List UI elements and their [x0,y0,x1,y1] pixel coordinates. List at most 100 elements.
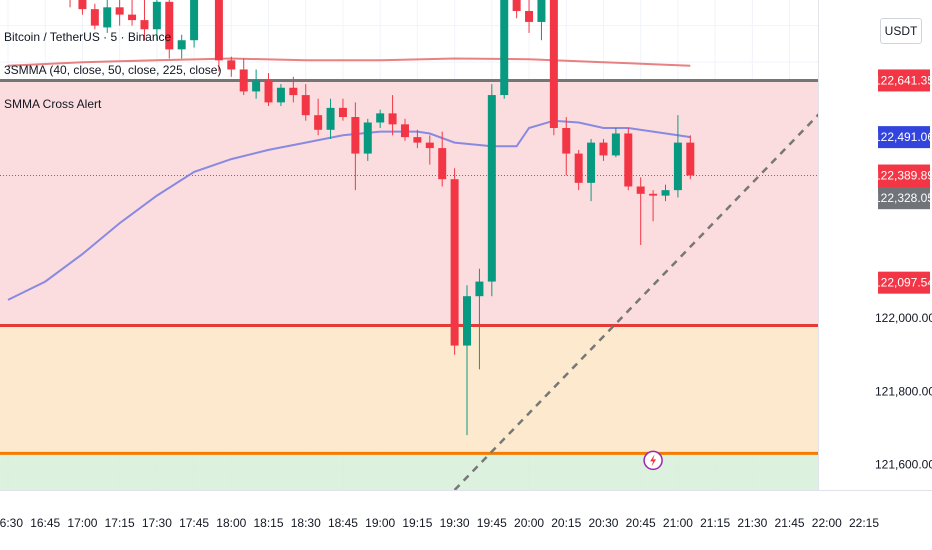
candle-body [587,142,596,183]
candle-body [425,142,434,149]
candle [450,168,459,355]
candle-body [537,0,546,22]
candle [252,69,261,99]
price-tag-label: 122,328.05 [874,191,932,205]
x-tick-label: 18:15 [254,516,284,530]
candle-body [276,87,285,103]
x-tick-label: 19:15 [402,516,432,530]
candle [128,0,137,26]
x-tick-label: 18:30 [291,516,321,530]
candle-body [177,40,186,50]
candle-body [152,1,161,30]
candle [115,0,124,26]
candle [78,0,87,15]
x-tick-label: 19:30 [440,516,470,530]
candle [400,118,409,141]
candle-body [376,113,385,123]
candle-body [450,179,459,346]
alert-lightning-icon [643,450,663,471]
smma-indicator-legend[interactable]: 3SMMA (40, close, 50, close, 225, close) [4,63,222,77]
candle-body [512,0,521,11]
x-tick-label: 20:00 [514,516,544,530]
candle-body [388,113,397,125]
trend-line [453,113,818,490]
candle-body [314,115,323,130]
candle-body [363,122,372,154]
plot-area [0,0,818,490]
candle-body [252,80,261,92]
y-tick-label: 121,800.00 [875,384,932,398]
candle-body [611,133,620,156]
candle-body [264,80,273,103]
price-tag-label: 122,641.35 [874,73,932,87]
candle-body [78,0,87,10]
candle [190,0,199,48]
candle-body [140,20,149,30]
candle [301,84,310,121]
x-tick-label: 20:15 [551,516,581,530]
candle-body [649,193,658,196]
x-tick-label: 20:30 [588,516,618,530]
x-tick-label: 21:45 [775,516,805,530]
symbol-title[interactable]: Bitcoin / TetherUS · 5 · Binance [4,30,172,44]
x-tick-label: 22:15 [849,516,879,530]
candle-body [326,107,335,130]
candle [636,177,645,245]
price-tag: 122,097.54 [874,271,932,294]
price-zone [0,80,818,326]
candle-body [549,0,558,128]
x-tick-label: 17:30 [142,516,172,530]
currency-unit-button[interactable]: USDT [880,18,922,44]
candle [611,127,620,158]
candle-body [338,107,347,118]
x-tick-label: 20:45 [626,516,656,530]
candle [177,34,186,59]
candle-body [227,60,236,70]
candle [562,117,571,176]
candle [152,0,161,41]
price-tag: 122,641.35 [874,69,932,92]
price-tag-bg [878,187,930,210]
candle [69,0,71,8]
candle [276,84,285,107]
candle [388,95,397,136]
candle-body [525,10,534,22]
candle [103,0,112,33]
candle [214,0,223,72]
x-tick-label: 17:45 [179,516,209,530]
candle-body [214,0,223,61]
candle-body [487,95,496,282]
price-tag-bg [878,271,930,294]
price-tag-bg [878,69,930,92]
candle [661,184,670,202]
candle [624,127,633,191]
candle [599,138,608,161]
candle-body [562,127,571,154]
candle [90,3,99,30]
x-tick-label: 21:30 [737,516,767,530]
alert-indicator-legend[interactable]: SMMA Cross Alert [4,97,102,111]
candle [413,129,422,149]
candle-body [351,117,360,154]
x-tick-label: 16:30 [0,516,23,530]
price-tag-label: 122,097.54 [874,276,932,290]
x-tick-label: 18:45 [328,516,358,530]
smma-line-blue [7,119,691,301]
candle-body [289,87,298,96]
candle [487,84,496,297]
price-tag-bg [878,126,930,149]
candle [649,190,658,222]
candle [549,0,558,136]
x-tick-label: 16:45 [30,516,60,530]
price-tag: 122,328.05 [874,187,932,210]
candle [500,0,509,99]
candle-body [438,148,447,180]
price-zone [0,325,818,454]
candle [463,285,472,436]
candle [537,0,546,41]
lightning-bolt [650,454,657,467]
candle [314,98,323,136]
candle-body [165,1,174,50]
